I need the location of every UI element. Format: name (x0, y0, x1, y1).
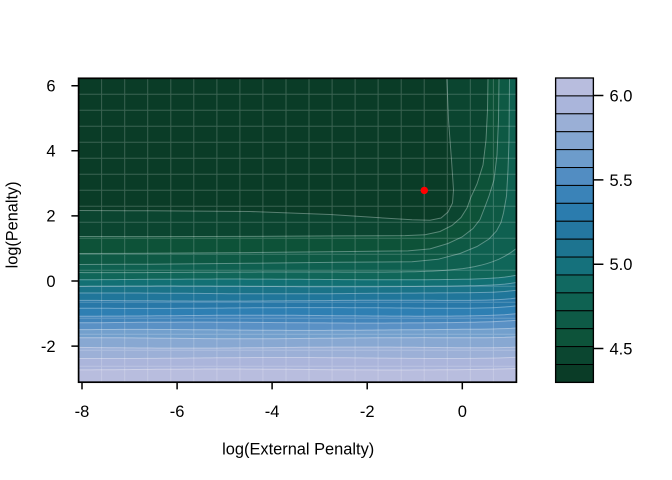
svg-text:2: 2 (46, 208, 55, 226)
svg-text:-4: -4 (265, 403, 280, 421)
svg-text:-2: -2 (360, 403, 375, 421)
svg-text:5.0: 5.0 (610, 256, 633, 274)
svg-text:-2: -2 (41, 338, 56, 356)
svg-text:0: 0 (458, 403, 467, 421)
svg-text:4: 4 (46, 143, 55, 161)
svg-text:-8: -8 (75, 403, 90, 421)
svg-text:6.0: 6.0 (610, 88, 633, 106)
svg-text:-6: -6 (170, 403, 185, 421)
svg-text:6: 6 (46, 78, 55, 96)
svg-text:4.5: 4.5 (610, 341, 633, 359)
svg-text:5.5: 5.5 (610, 172, 633, 190)
svg-text:0: 0 (46, 273, 55, 291)
svg-text:log(External Penalty): log(External Penalty) (222, 440, 374, 458)
svg-text:log(Penalty): log(Penalty) (4, 181, 22, 268)
